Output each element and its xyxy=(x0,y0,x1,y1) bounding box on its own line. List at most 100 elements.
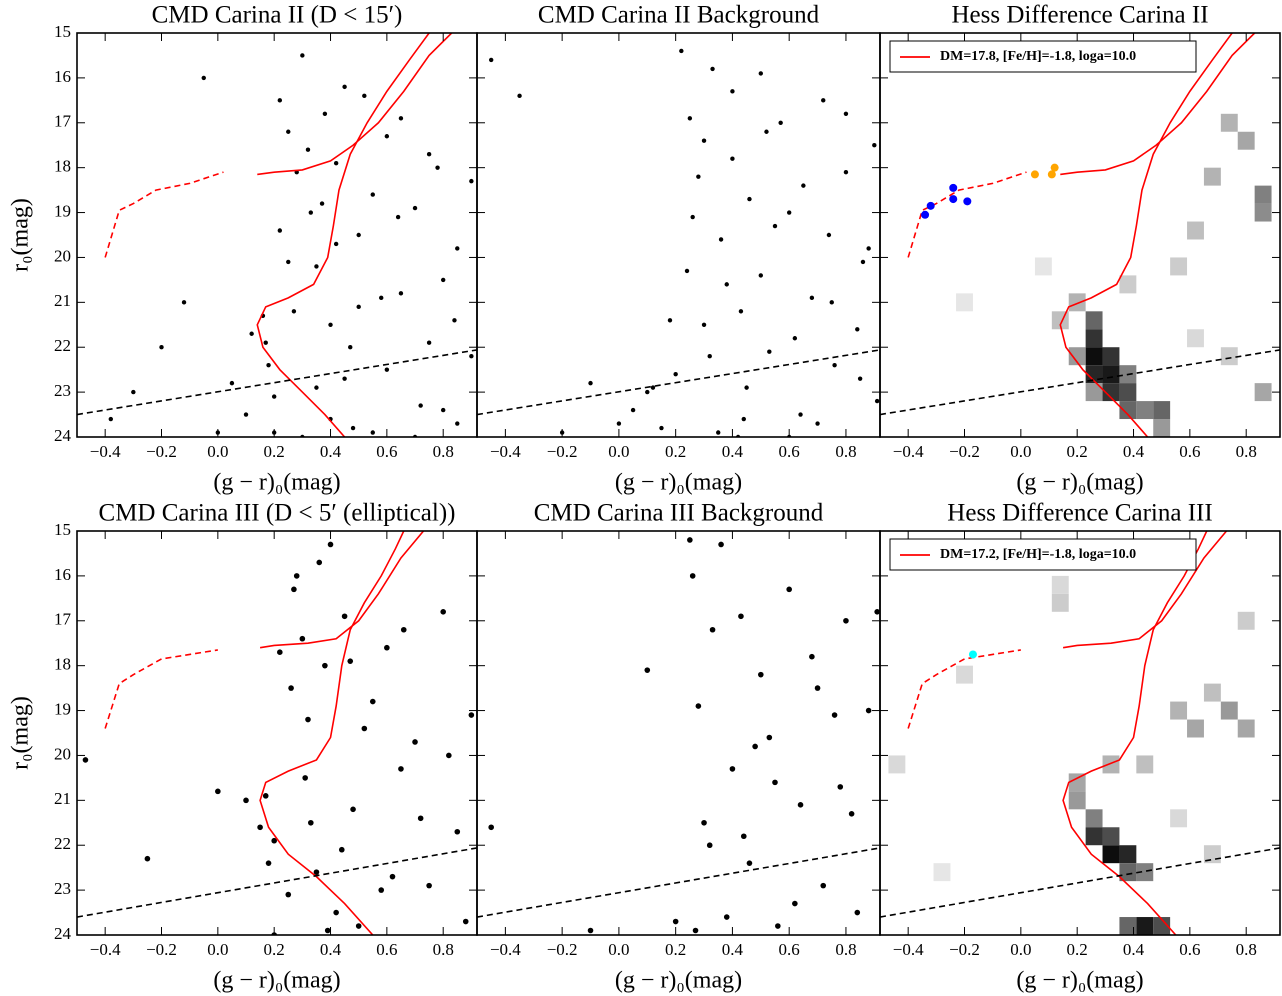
hess-cell xyxy=(1220,113,1238,132)
star-point xyxy=(718,237,724,242)
y-tick-label: 21 xyxy=(54,789,71,808)
star-point xyxy=(452,318,457,323)
star-point xyxy=(341,613,348,620)
dashed-line xyxy=(907,649,1021,729)
star-point xyxy=(389,873,396,880)
hess-cell xyxy=(1254,185,1272,204)
star-point xyxy=(667,318,673,323)
star-point xyxy=(746,860,753,866)
hess-cell xyxy=(1085,347,1103,366)
star-point xyxy=(314,264,319,269)
star-point xyxy=(370,430,375,435)
star-point xyxy=(469,178,474,184)
y-tick-label: 15 xyxy=(54,520,71,539)
star-point xyxy=(262,793,269,799)
hess-cell xyxy=(1119,383,1137,402)
star-point xyxy=(855,327,860,332)
star-point xyxy=(271,837,277,844)
star-point xyxy=(616,421,622,426)
star-point xyxy=(718,541,724,548)
hess-cell xyxy=(1153,917,1171,935)
star-point xyxy=(684,268,690,274)
star-point xyxy=(645,389,650,395)
x-tick-label: −0.2 xyxy=(949,442,980,461)
star-point xyxy=(305,716,311,723)
hess-cell xyxy=(1102,347,1120,366)
y-tick-label: 16 xyxy=(54,565,71,584)
star-point xyxy=(316,559,323,566)
hess-cell xyxy=(933,863,951,882)
y-tick-label: 18 xyxy=(54,157,71,176)
star-point xyxy=(758,671,764,678)
star-point xyxy=(384,367,390,372)
star-point xyxy=(350,806,356,813)
frame xyxy=(879,32,1281,438)
x-tick-label: 0.2 xyxy=(1067,940,1088,959)
x-tick-label: 0.8 xyxy=(835,940,856,959)
hess-cell xyxy=(1119,845,1137,864)
star-point xyxy=(305,147,311,152)
star-point xyxy=(356,304,361,310)
star-point xyxy=(362,93,367,99)
star-point xyxy=(347,658,354,664)
x-tick-label: 0.2 xyxy=(264,940,285,959)
star-point xyxy=(412,205,418,211)
star-point xyxy=(369,698,376,705)
star-point xyxy=(300,53,305,58)
plot-area xyxy=(880,531,1280,935)
x-tick-label: −0.4 xyxy=(490,442,521,461)
x-tick-label: 0.4 xyxy=(722,442,744,461)
star-point xyxy=(949,195,958,204)
x-tick-label: 0.6 xyxy=(376,442,397,461)
y-tick-label: 16 xyxy=(54,67,71,86)
hess-cell xyxy=(1068,293,1086,312)
star-point xyxy=(384,644,390,651)
dashed-line xyxy=(77,847,477,918)
star-point xyxy=(738,309,744,314)
star-point xyxy=(644,667,651,673)
star-point xyxy=(815,421,820,426)
star-point xyxy=(1050,163,1059,172)
star-point xyxy=(730,89,735,94)
star-point xyxy=(350,425,356,431)
panel-title: CMD Carina III (D < 5′ (elliptical)) xyxy=(99,500,456,527)
frame xyxy=(476,530,881,936)
star-point xyxy=(679,48,684,54)
hess-cell xyxy=(1136,401,1154,420)
y-tick-label: 24 xyxy=(54,426,72,445)
star-point xyxy=(263,340,268,345)
x-axis-label: (g − r)₀(mag) xyxy=(1016,470,1143,496)
star-point xyxy=(379,295,384,301)
star-point xyxy=(426,882,432,889)
star-point xyxy=(455,246,460,251)
x-tick-label: −0.2 xyxy=(949,940,980,959)
star-point xyxy=(356,232,361,238)
panel: −0.4 −0.2 0.0 0.2 0.4 0.6 0.8 CMD Carina III Ba… xyxy=(476,500,881,994)
hess-cell xyxy=(1068,773,1086,792)
star-point xyxy=(706,842,713,849)
star-point xyxy=(826,232,832,238)
x-tick-label: −0.2 xyxy=(547,442,578,461)
star-point xyxy=(701,322,707,327)
hess-cell xyxy=(1102,383,1120,402)
x-tick-label: 0.4 xyxy=(320,442,342,461)
star-point xyxy=(243,412,249,417)
dashed-line xyxy=(104,649,218,729)
y-tick-label: 15 xyxy=(54,22,71,41)
plot-area xyxy=(477,537,880,934)
x-tick-label: 0.2 xyxy=(264,442,285,461)
star-point xyxy=(707,354,712,359)
star-point xyxy=(286,259,291,265)
star-point xyxy=(288,685,294,691)
frame xyxy=(76,32,478,438)
star-point xyxy=(417,815,424,822)
y-tick-label: 18 xyxy=(54,655,71,674)
star-point xyxy=(398,116,404,121)
hess-cell xyxy=(1153,401,1171,420)
hess-cell xyxy=(1170,809,1188,828)
x-tick-label: 0.0 xyxy=(207,940,228,959)
x-tick-label: 0.4 xyxy=(1123,442,1145,461)
hess-cell xyxy=(1119,917,1137,935)
hess-cell xyxy=(1237,131,1255,150)
panel: DM=17.2, [Fe/H]=-1.8, loga=10.0 −0.4 −0.2 0… xyxy=(879,500,1281,994)
